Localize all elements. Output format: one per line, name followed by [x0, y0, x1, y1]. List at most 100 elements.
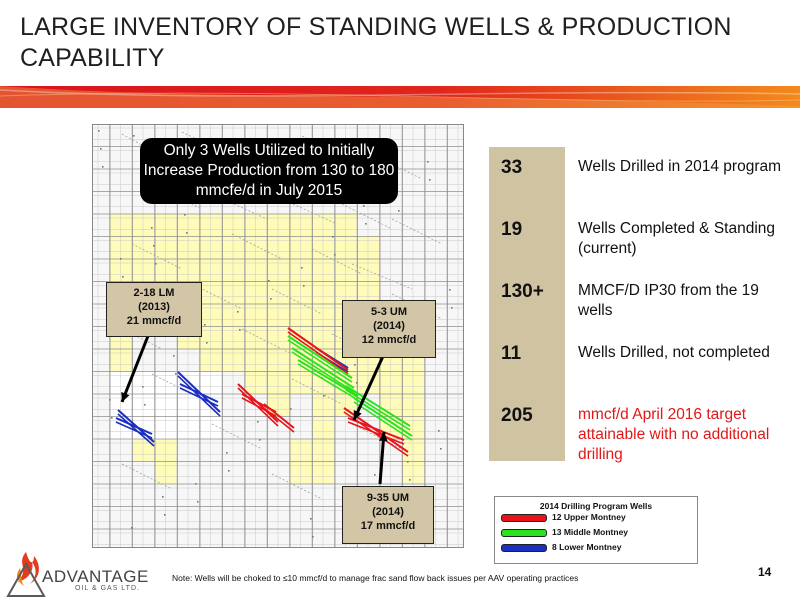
- land-parcel: [200, 214, 223, 237]
- land-parcel: [110, 349, 133, 372]
- callout-well-name: 9-35 UM: [366, 492, 410, 504]
- middle-montney-well: [297, 359, 359, 397]
- land-parcel: [267, 326, 290, 349]
- land-parcel: [335, 394, 358, 417]
- land-parcel: [402, 461, 425, 484]
- lower-montney-well: [179, 387, 219, 407]
- land-parcel: [357, 236, 380, 259]
- land-parcel: [290, 281, 313, 304]
- callout-arrow: [352, 353, 386, 421]
- land-parcel: [200, 326, 223, 349]
- upper-montney-well: [347, 417, 405, 441]
- callout-arrowhead: [353, 410, 362, 420]
- callout-2-18-lm: 2-18 LM (2013) 21 mmcf/d: [106, 282, 202, 337]
- well-symbol: [303, 285, 305, 287]
- legend-title: 2014 Drilling Program Wells: [539, 501, 653, 511]
- land-parcel: [357, 259, 380, 282]
- headline-callout: Only 3 Wells Utilized to Initially Incre…: [140, 138, 398, 204]
- land-parcel: [245, 371, 268, 394]
- stat-row: 130+ MMCF/D IP30 from the 19 wells: [489, 271, 785, 333]
- land-parcel: [290, 461, 313, 484]
- program-wells: [115, 327, 413, 457]
- well-symbol: [153, 245, 155, 247]
- well-symbol: [365, 223, 367, 225]
- well-symbol: [270, 298, 272, 300]
- existing-well: [291, 378, 343, 405]
- well-symbol: [334, 254, 336, 256]
- land-parcel: [222, 326, 245, 349]
- land-parcel: [222, 304, 245, 327]
- land-parcel: [290, 304, 313, 327]
- middle-montney-well: [291, 351, 355, 393]
- stat-description: Wells Drilled, not completed: [578, 344, 770, 361]
- callout-arrows: [120, 335, 388, 485]
- well-symbol: [206, 342, 208, 344]
- existing-well: [121, 463, 173, 490]
- stat-value: 19: [489, 209, 565, 271]
- well-symbol: [301, 267, 303, 269]
- land-parcel: [110, 214, 133, 237]
- well-symbol: [239, 329, 241, 331]
- upper-montney-well: [347, 421, 405, 445]
- legend-label: 13 Middle Montney: [552, 527, 629, 537]
- well-symbol: [151, 227, 153, 229]
- land-parcel: [155, 439, 178, 462]
- well-symbol: [162, 496, 164, 498]
- middle-montney-well: [287, 339, 353, 383]
- well-symbol: [354, 364, 356, 366]
- land-parcel: [132, 259, 155, 282]
- middle-montney-well: [297, 363, 359, 401]
- well-symbol: [290, 408, 292, 410]
- well-symbol: [356, 382, 358, 384]
- well-symbol: [268, 280, 270, 282]
- middle-montney-well: [353, 401, 413, 441]
- land-parcel: [222, 259, 245, 282]
- land-parcel-open: [110, 371, 223, 439]
- stat-value: 205: [489, 395, 565, 461]
- well-symbol: [102, 166, 104, 168]
- well-symbol: [142, 386, 144, 388]
- well-symbol: [427, 161, 429, 163]
- upper-montney-well: [287, 331, 349, 375]
- upper-montney-well: [263, 403, 295, 429]
- land-parcel: [290, 371, 313, 394]
- land-parcel: [177, 259, 200, 282]
- middle-montney-well: [353, 397, 413, 437]
- land-parcel: [222, 214, 245, 237]
- stat-value: 11: [489, 333, 565, 395]
- land-parcel: [267, 259, 290, 282]
- red-orange-banner: [0, 86, 800, 108]
- land-parcel: [312, 214, 335, 237]
- land-parcel: [402, 439, 425, 462]
- upper-montney-well: [287, 327, 349, 371]
- land-parcel: [312, 304, 335, 327]
- land-parcel: [177, 214, 200, 237]
- lower-montney-well: [177, 375, 221, 417]
- legend-label: 12 Upper Montney: [552, 512, 626, 522]
- land-parcel: [290, 259, 313, 282]
- existing-well: [351, 263, 413, 290]
- well-symbol: [109, 399, 111, 401]
- land-parcel: [200, 281, 223, 304]
- land-parcel: [200, 304, 223, 327]
- callout-9-35-um: 9-35 UM (2014) 17 mmcf/d: [342, 486, 434, 544]
- lower-montney-well: [179, 383, 219, 403]
- well-symbol: [332, 236, 334, 238]
- land-parcel: [402, 371, 425, 394]
- well-symbol: [226, 452, 228, 454]
- blue-well-line-icon: [501, 544, 547, 552]
- existing-well: [131, 243, 183, 270]
- land-parcel: [290, 214, 313, 237]
- land-parcel: [267, 214, 290, 237]
- callout-arrow: [120, 335, 150, 403]
- land-parcel: [245, 259, 268, 282]
- well-symbol: [228, 470, 230, 472]
- existing-well: [271, 288, 323, 315]
- land-parcel: [312, 281, 335, 304]
- logo-name: ADVANTAGE: [42, 567, 149, 586]
- well-symbol: [100, 148, 102, 150]
- slide-title: LARGE INVENTORY OF STANDING WELLS & PROD…: [20, 13, 732, 72]
- well-symbol: [186, 232, 188, 234]
- land-parcel: [312, 394, 335, 417]
- existing-well: [311, 248, 363, 275]
